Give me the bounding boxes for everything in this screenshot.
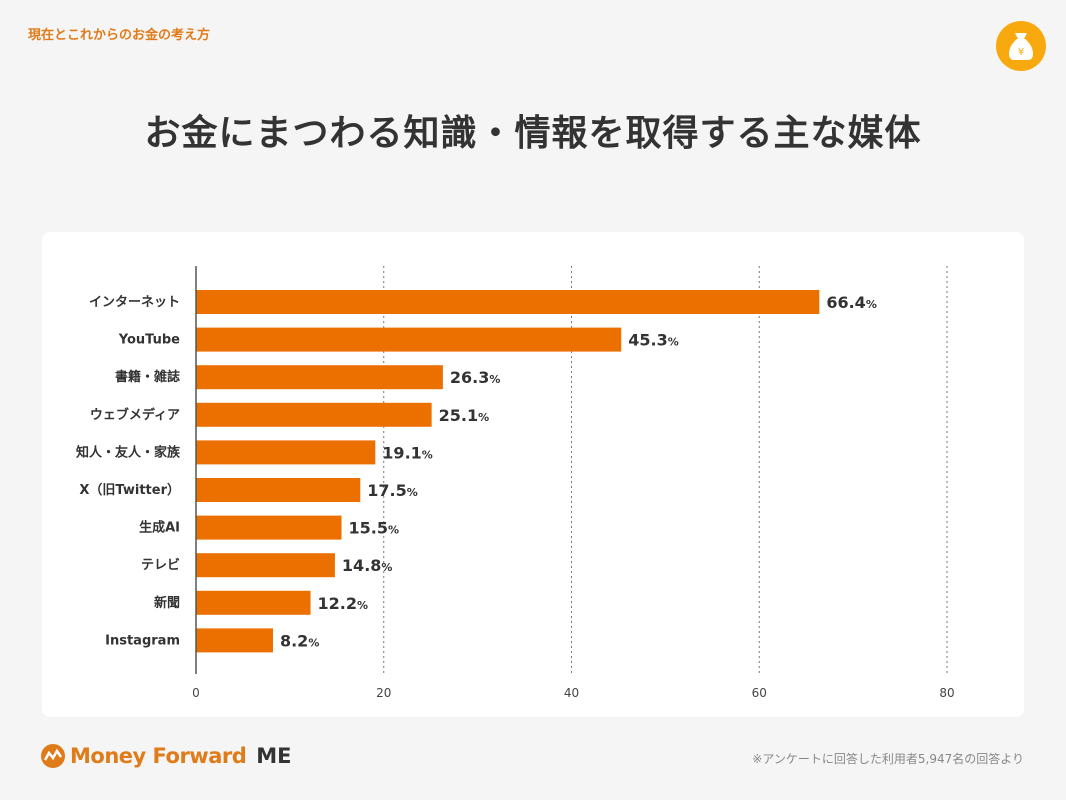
chart-title: お金にまつわる知識・情報を取得する主な媒体	[144, 113, 922, 154]
bar	[196, 440, 376, 465]
bar	[196, 590, 311, 615]
x-tick-label: 20	[376, 686, 391, 700]
bar	[196, 365, 443, 390]
data-label: 8.2%	[280, 631, 319, 650]
money-forward-logo: Money Forward ME	[40, 743, 292, 769]
category-label: 新聞	[154, 595, 180, 611]
svg-text:¥: ¥	[1018, 47, 1024, 58]
category-label: 生成AI	[139, 520, 180, 536]
data-label: 45.3%	[628, 331, 679, 350]
category-label: YouTube	[118, 333, 180, 348]
x-tick-label: 80	[939, 686, 954, 700]
category-label: Instagram	[105, 633, 180, 648]
bar	[196, 478, 361, 502]
category-label: 書籍・雑誌	[115, 369, 180, 385]
bar	[196, 327, 622, 352]
bar	[196, 553, 335, 578]
bar-chart: 0 20 40 60 80 インターネット 66.4% YouTube 45.3% 書籍・雑誌 26…	[76, 266, 955, 700]
category-label: X（旧Twitter）	[79, 482, 180, 498]
data-label: 26.3%	[450, 368, 501, 387]
bar	[196, 628, 273, 653]
chart-card: 0 20 40 60 80 インターネット 66.4% YouTube 45.3% 書籍・雑誌 26…	[42, 232, 1024, 717]
data-label: 66.4%	[826, 293, 877, 312]
data-label: 17.5%	[367, 481, 418, 500]
x-tick-label: 60	[752, 686, 767, 700]
bar	[196, 290, 820, 314]
category-label: ウェブメディア	[90, 407, 180, 423]
money-forward-logo-icon	[41, 744, 65, 768]
category-label: テレビ	[141, 557, 180, 573]
series-kicker: 現在とこれからのお金の考え方	[28, 28, 211, 43]
bar	[196, 515, 342, 540]
data-label: 25.1%	[439, 406, 490, 425]
data-label: 14.8%	[342, 556, 393, 575]
money-bag-yen-icon: ¥	[996, 21, 1046, 71]
data-label: 12.2%	[318, 594, 369, 613]
category-label: インターネット	[89, 295, 180, 310]
x-tick-label: 0	[192, 686, 200, 700]
bar	[196, 402, 432, 427]
data-label: 15.5%	[349, 519, 400, 538]
category-label: 知人・友人・家族	[76, 444, 181, 460]
x-tick-label: 40	[564, 686, 579, 700]
data-label: 19.1%	[382, 443, 433, 462]
survey-note: ※アンケートに回答した利用者5,947名の回答より	[752, 752, 1024, 766]
